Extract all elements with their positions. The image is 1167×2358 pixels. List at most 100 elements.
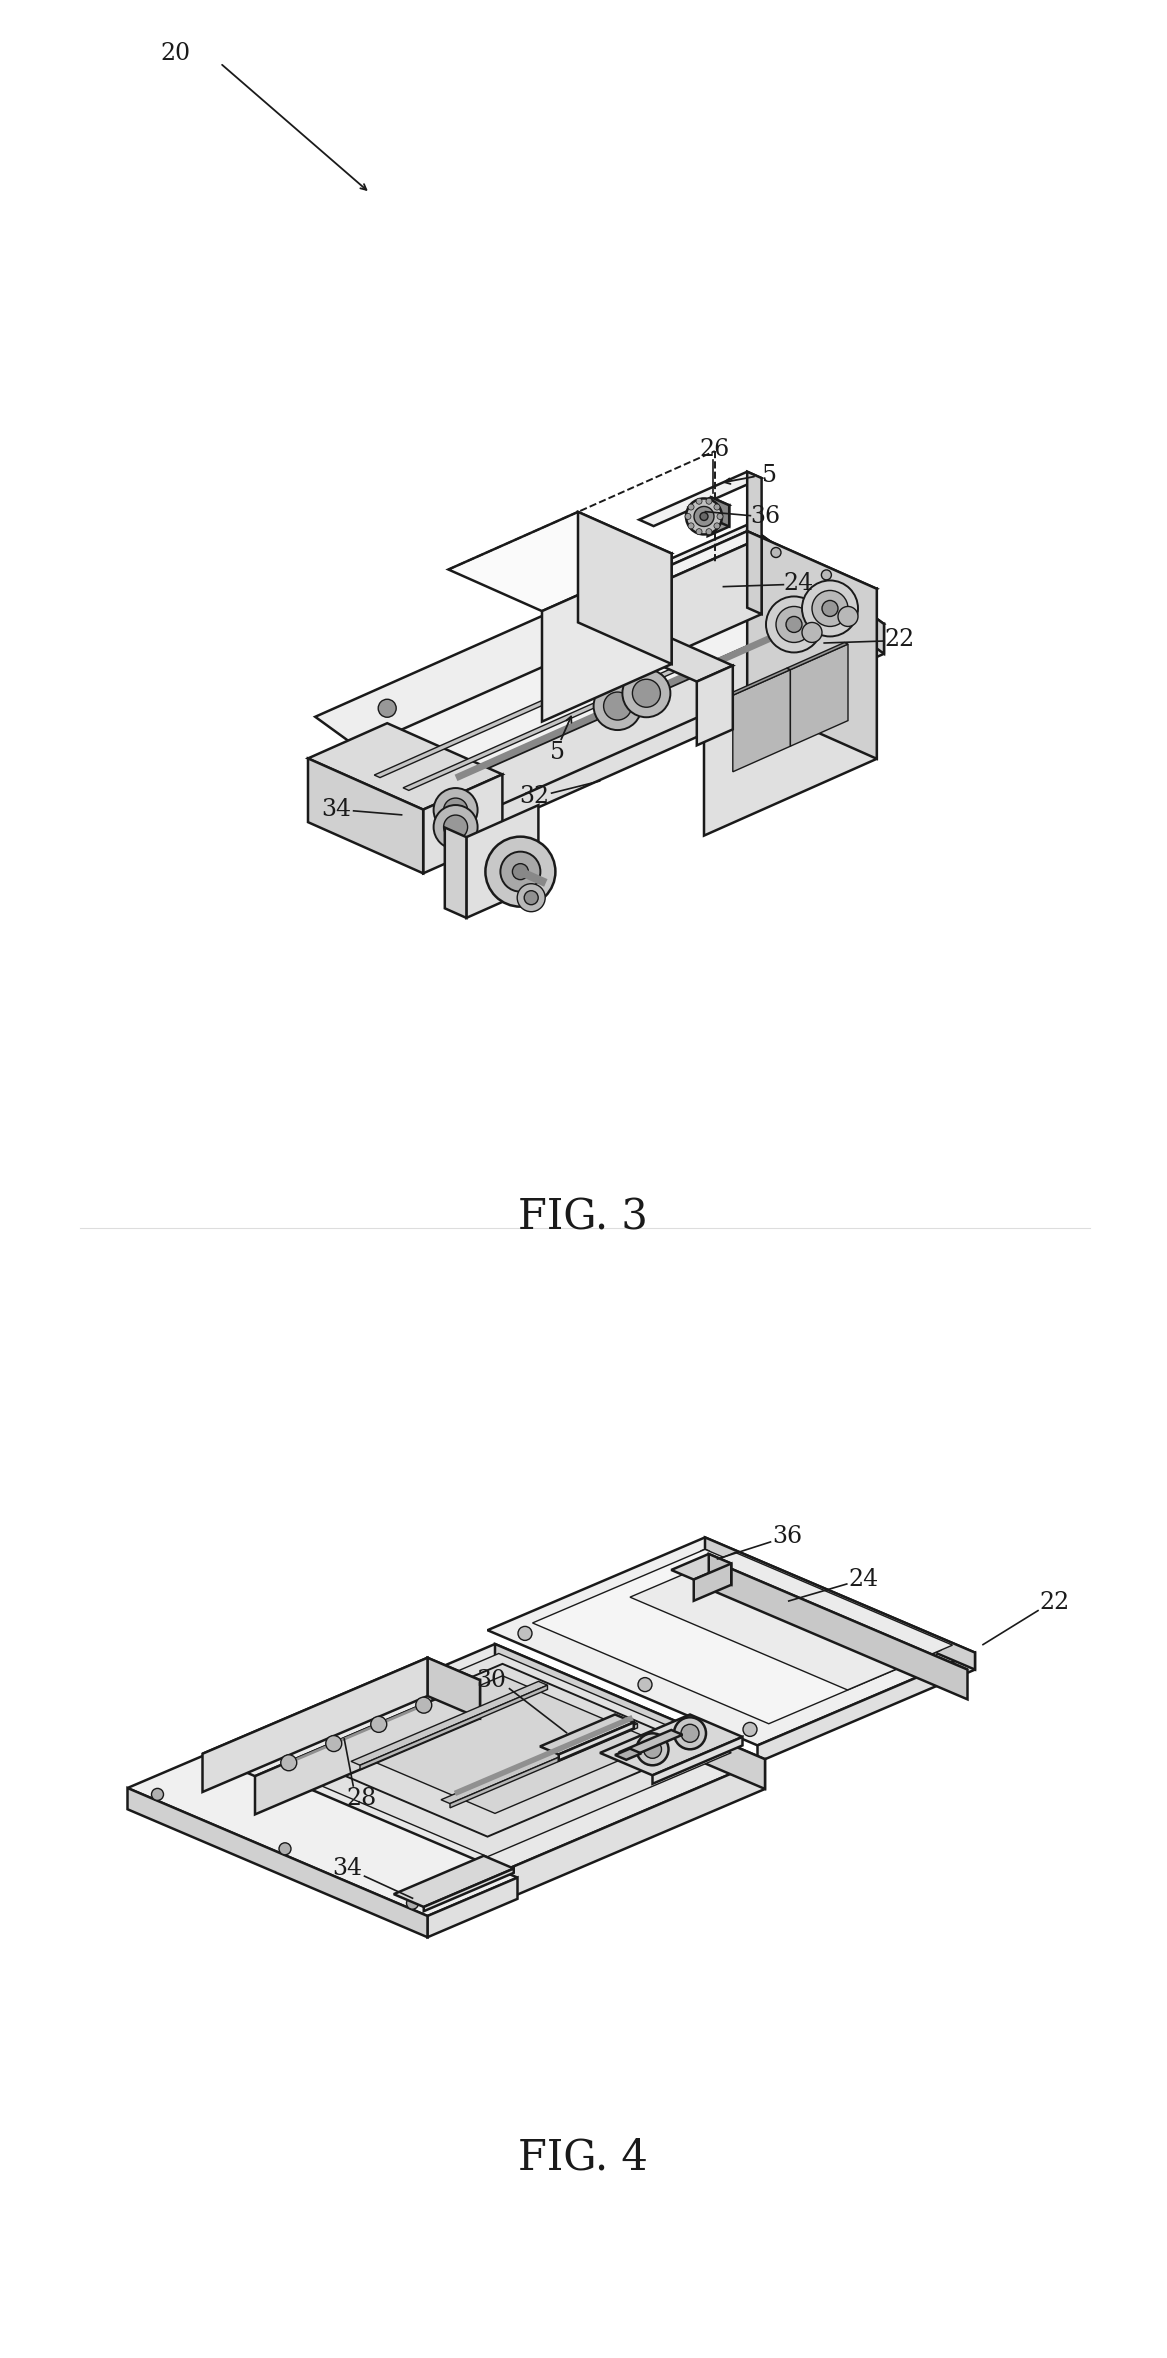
Polygon shape xyxy=(445,828,467,917)
Polygon shape xyxy=(610,627,733,681)
Text: 34: 34 xyxy=(322,799,351,821)
Circle shape xyxy=(524,891,538,905)
Polygon shape xyxy=(427,1658,480,1719)
Circle shape xyxy=(517,884,545,913)
Polygon shape xyxy=(203,1658,427,1792)
Polygon shape xyxy=(630,1552,952,1691)
Text: 34: 34 xyxy=(333,1856,363,1879)
Polygon shape xyxy=(308,724,503,809)
Text: 20: 20 xyxy=(160,42,190,64)
Polygon shape xyxy=(127,1787,427,1938)
Circle shape xyxy=(838,606,858,627)
Circle shape xyxy=(689,505,694,509)
Polygon shape xyxy=(293,1665,698,1837)
Circle shape xyxy=(638,1677,652,1691)
Circle shape xyxy=(406,1898,419,1910)
Circle shape xyxy=(771,547,781,556)
Circle shape xyxy=(767,559,785,575)
Circle shape xyxy=(643,1740,662,1759)
Circle shape xyxy=(687,561,706,580)
Circle shape xyxy=(501,851,540,891)
Circle shape xyxy=(636,1733,669,1766)
Circle shape xyxy=(415,1698,432,1714)
Circle shape xyxy=(818,1601,832,1615)
Polygon shape xyxy=(729,667,790,696)
Polygon shape xyxy=(424,1868,513,1912)
Polygon shape xyxy=(693,1563,732,1601)
Circle shape xyxy=(512,863,529,880)
Text: FIG. 4: FIG. 4 xyxy=(518,2136,648,2179)
Polygon shape xyxy=(671,1554,732,1580)
Circle shape xyxy=(622,670,670,717)
Polygon shape xyxy=(757,1653,974,1761)
Circle shape xyxy=(694,507,714,526)
Circle shape xyxy=(474,1868,485,1879)
Circle shape xyxy=(787,615,802,632)
Polygon shape xyxy=(256,1681,480,1813)
Text: 5: 5 xyxy=(762,465,777,486)
Circle shape xyxy=(822,571,831,580)
Text: 24: 24 xyxy=(783,573,813,594)
Polygon shape xyxy=(337,1677,661,1813)
Circle shape xyxy=(219,1759,231,1771)
Circle shape xyxy=(766,597,822,653)
Circle shape xyxy=(326,1735,342,1752)
Circle shape xyxy=(822,601,838,615)
Circle shape xyxy=(698,1549,712,1563)
Circle shape xyxy=(457,773,475,790)
Circle shape xyxy=(371,1717,386,1733)
Polygon shape xyxy=(697,665,733,745)
Circle shape xyxy=(706,498,712,505)
Polygon shape xyxy=(619,1731,683,1757)
Circle shape xyxy=(689,523,694,528)
Polygon shape xyxy=(707,505,729,535)
Polygon shape xyxy=(322,764,408,847)
Circle shape xyxy=(743,1721,757,1735)
Circle shape xyxy=(714,505,720,509)
Polygon shape xyxy=(615,1750,641,1759)
Polygon shape xyxy=(705,1537,974,1669)
Polygon shape xyxy=(747,531,876,759)
Text: 26: 26 xyxy=(700,439,729,462)
Polygon shape xyxy=(647,531,762,582)
Circle shape xyxy=(594,681,642,731)
Polygon shape xyxy=(578,512,671,665)
Polygon shape xyxy=(747,472,762,538)
Polygon shape xyxy=(315,526,883,816)
Polygon shape xyxy=(679,1559,967,1681)
Polygon shape xyxy=(574,531,876,665)
Text: FIG. 3: FIG. 3 xyxy=(518,1198,648,1238)
Polygon shape xyxy=(787,641,848,670)
Polygon shape xyxy=(488,1537,974,1745)
Polygon shape xyxy=(559,1721,634,1761)
Circle shape xyxy=(776,606,812,641)
Polygon shape xyxy=(495,1644,766,1790)
Polygon shape xyxy=(441,1719,637,1804)
Circle shape xyxy=(686,498,722,535)
Polygon shape xyxy=(790,644,848,745)
Circle shape xyxy=(281,1754,296,1771)
Polygon shape xyxy=(351,1681,547,1766)
Polygon shape xyxy=(217,1644,766,1877)
Polygon shape xyxy=(452,625,883,847)
Circle shape xyxy=(633,679,661,707)
Polygon shape xyxy=(733,670,790,771)
Circle shape xyxy=(685,514,691,519)
Polygon shape xyxy=(708,1559,967,1700)
Polygon shape xyxy=(408,665,719,847)
Polygon shape xyxy=(322,627,719,804)
Circle shape xyxy=(378,700,397,717)
Circle shape xyxy=(443,816,468,839)
Polygon shape xyxy=(690,498,729,514)
Circle shape xyxy=(696,498,703,505)
Polygon shape xyxy=(711,498,729,526)
Circle shape xyxy=(717,514,724,519)
Polygon shape xyxy=(203,1658,480,1776)
Polygon shape xyxy=(403,660,697,790)
Circle shape xyxy=(812,590,848,627)
Polygon shape xyxy=(393,1856,513,1908)
Polygon shape xyxy=(747,531,762,613)
Circle shape xyxy=(434,804,477,849)
Circle shape xyxy=(706,528,712,535)
Circle shape xyxy=(923,1646,937,1660)
